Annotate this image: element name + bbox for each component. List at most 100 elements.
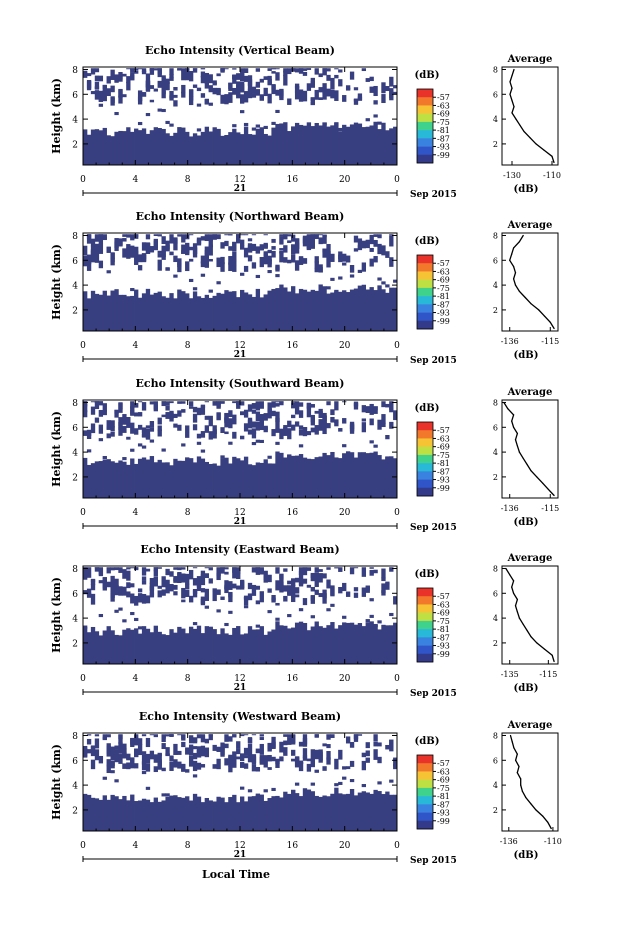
echo-cell-low [247,134,253,165]
echo-cell-high [134,763,139,769]
echo-cell-high [161,86,166,95]
echo-cell-low [106,459,111,498]
echo-cell-high [200,735,206,743]
profile-point [530,636,532,638]
colorbar-tick-label: -69 [437,276,450,285]
echo-cell-high [353,99,359,102]
profile-title: Average [507,387,553,398]
echo-cell-high [212,744,217,751]
echo-cell-high [322,412,327,422]
echo-cell-high [318,97,323,100]
echo-cell-high [251,403,257,409]
echo-cell-high [204,234,210,242]
echo-cell-mid [338,781,343,785]
echo-cell-low [279,284,284,331]
echo-cell-low [318,796,323,831]
echo-cell-low [157,128,162,165]
panel-title: Echo Intensity (Eastward Beam) [140,543,339,556]
echo-cell-low [220,458,225,498]
echo-cell-low [240,460,245,498]
echo-cell-high [106,88,111,97]
echo-cell-high [224,567,229,570]
panel-title: Echo Intensity (Vertical Beam) [145,44,335,57]
echo-cell-low [306,291,312,331]
echo-cell-high [306,235,312,245]
echo-cell-high [373,256,378,263]
echo-cell-mid [141,445,147,449]
echo-cell-high [145,737,151,748]
echo-cell-high [267,78,272,85]
echo-cell-low [220,135,225,165]
echo-cell-high [114,749,119,755]
echo-cell-high [149,421,155,428]
echo-cell-high [314,68,319,75]
echo-cell-high [247,255,253,262]
echo-cell-high [134,68,139,71]
echo-cell-high [342,262,347,266]
echo-cell-high [259,244,264,251]
echo-cell-mid [287,614,292,618]
echo-cell-low [393,126,398,165]
echo-cell-high [381,590,386,596]
x-tick-label: 12 [234,508,245,518]
colorbar-swatch [417,154,433,164]
echo-cell-low [259,297,264,331]
echo-cell-high [185,747,190,755]
echo-cell-low [181,291,186,331]
echo-cell-high [259,78,264,83]
echo-cell-high [177,572,182,577]
echo-cell-mid [255,274,261,279]
echo-cell-high [208,734,213,741]
echo-cell-high [177,734,182,736]
echo-cell-high [267,249,272,254]
echo-cell-mid [377,620,382,624]
echo-cell-high [345,591,351,597]
echo-cell-mid [240,786,245,790]
echo-cell-low [373,451,378,498]
colorbar-tick-label: -99 [437,484,450,493]
echo-cell-high [232,75,237,80]
echo-cell-high [294,401,300,404]
echo-cell-high [291,68,296,70]
echo-cell-low [94,798,100,831]
echo-cell-high [153,401,158,410]
echo-cell-high [228,82,233,91]
echo-cell-high [361,405,367,413]
echo-cell-high [381,82,386,94]
colorbar-tick-label: -81 [437,792,450,801]
echo-cell-high [283,245,288,253]
echo-cell-high [247,743,253,755]
echo-cell-high [251,243,257,251]
echo-cell-high [279,401,284,404]
echo-cell-high [192,413,198,423]
echo-cell-high [173,567,178,570]
echo-cell-low [98,130,104,165]
colorbar-swatch [417,422,433,431]
x-axis-label-local-time: Local Time [202,868,270,881]
colorbar-swatch [417,596,433,605]
echo-cell-high [98,90,104,94]
echo-cell-high [208,239,213,248]
echo-cell-high [134,234,139,237]
echo-cell-high [275,759,280,768]
x-tick-label: 4 [132,508,138,518]
profile-point [514,439,517,441]
echo-cell-high [243,423,249,432]
echo-cell-high [94,738,100,749]
echo-cell-mid [240,272,245,276]
echo-cell-high [122,414,127,425]
echo-cell-high [306,584,312,588]
echo-cell-high [216,73,221,77]
echo-cell-high [192,68,198,70]
echo-cell-mid [349,274,355,278]
y-tick-label: 8 [72,232,78,242]
echo-cell-low [137,633,143,664]
echo-cell-high [90,401,96,403]
echo-cell-high [232,242,237,250]
profile-y-tick-label: 8 [493,231,498,240]
colorbar-swatch [417,320,433,330]
echo-cell-high [90,759,96,770]
echo-cell-high [279,574,284,580]
echo-cell-high [240,245,245,250]
profile-point [550,827,552,830]
